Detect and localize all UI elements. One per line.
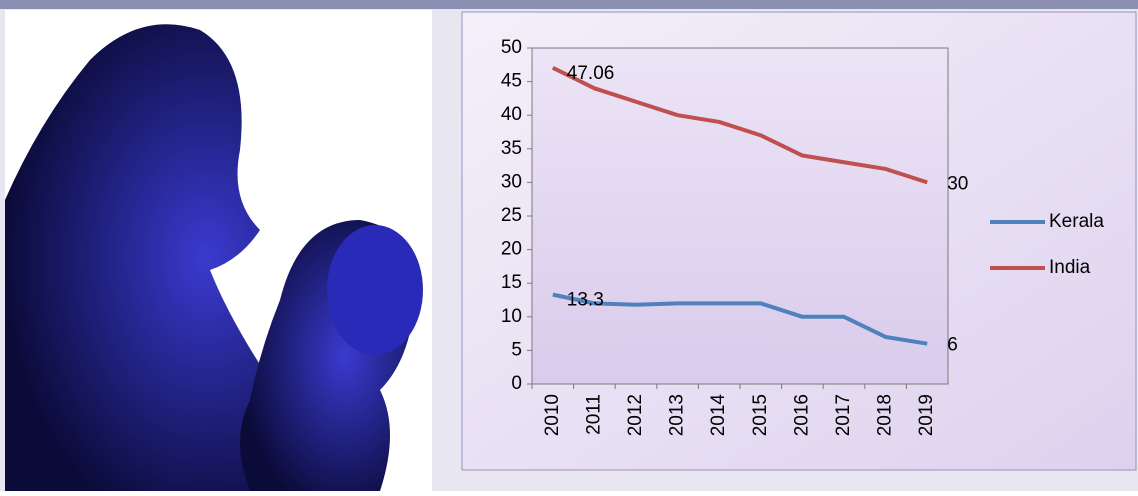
data-label: 47.06 bbox=[567, 63, 615, 84]
y-tick-label: 45 bbox=[501, 71, 522, 92]
data-label: 30 bbox=[947, 173, 968, 194]
x-tick-label: 2012 bbox=[625, 394, 646, 436]
plot-area bbox=[531, 47, 949, 385]
x-tick-label: 2011 bbox=[583, 394, 604, 435]
data-label: 6 bbox=[947, 335, 958, 356]
y-tick-label: 15 bbox=[501, 272, 522, 293]
photo bbox=[5, 10, 432, 492]
x-tick-label: 2010 bbox=[542, 394, 563, 436]
x-tick-label: 2019 bbox=[916, 394, 937, 436]
legend-label: India bbox=[1049, 257, 1091, 278]
y-tick-label: 50 bbox=[501, 37, 522, 58]
data-label: 13.3 bbox=[567, 290, 604, 311]
y-tick-label: 30 bbox=[501, 171, 522, 192]
x-tick-label: 2017 bbox=[833, 394, 854, 436]
y-tick-label: 25 bbox=[501, 205, 522, 226]
series-line bbox=[551, 65, 928, 185]
y-tick-label: 0 bbox=[511, 373, 522, 394]
legend-label: Kerala bbox=[1049, 211, 1104, 232]
y-tick-label: 5 bbox=[511, 339, 522, 360]
x-tick-label: 2014 bbox=[708, 394, 729, 437]
x-tick-label: 2018 bbox=[875, 394, 896, 436]
top-band bbox=[0, 0, 1138, 9]
series-line bbox=[552, 292, 928, 346]
y-tick-label: 10 bbox=[501, 306, 522, 327]
x-tick-label: 2016 bbox=[791, 394, 812, 436]
x-tick-label: 2015 bbox=[750, 394, 771, 436]
x-tick-label: 2013 bbox=[667, 394, 688, 436]
y-tick-label: 40 bbox=[501, 104, 522, 125]
y-tick-label: 35 bbox=[501, 138, 522, 159]
y-tick-label: 20 bbox=[501, 239, 522, 260]
